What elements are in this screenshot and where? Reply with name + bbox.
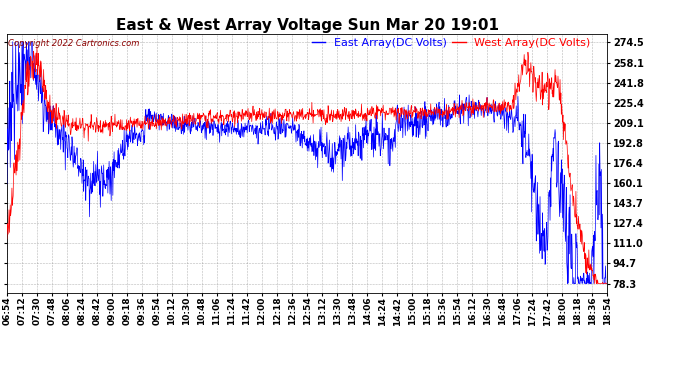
Legend: East Array(DC Volts), West Array(DC Volts): East Array(DC Volts), West Array(DC Volt… — [307, 34, 595, 53]
Title: East & West Array Voltage Sun Mar 20 19:01: East & West Array Voltage Sun Mar 20 19:… — [115, 18, 499, 33]
Text: Copyright 2022 Cartronics.com: Copyright 2022 Cartronics.com — [8, 39, 139, 48]
